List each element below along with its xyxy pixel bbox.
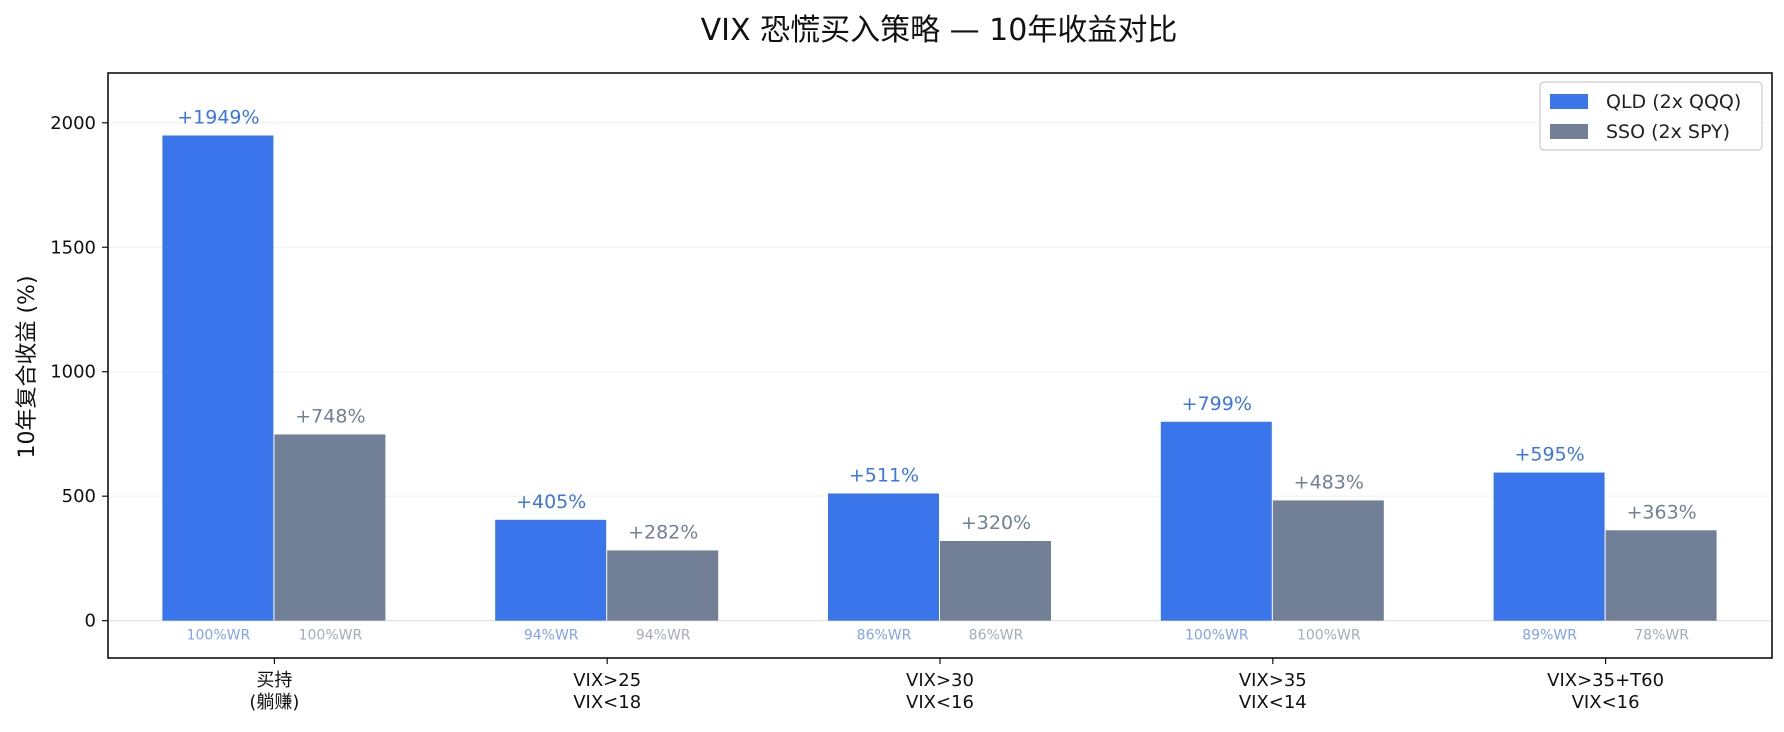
bar-sso xyxy=(1605,530,1717,621)
bar-sso xyxy=(940,541,1051,621)
bar-value-label: +748% xyxy=(295,405,365,427)
y-tick-label: 500 xyxy=(62,486,96,507)
bar-value-label: +282% xyxy=(628,521,698,543)
legend-swatch xyxy=(1550,124,1588,139)
bar-value-label: +799% xyxy=(1182,393,1252,415)
bar-qld xyxy=(828,493,939,621)
bar-qld xyxy=(162,135,274,621)
x-tick-label: VIX<16 xyxy=(1572,692,1640,713)
bar-value-label: +595% xyxy=(1514,444,1584,466)
bar-value-label: +483% xyxy=(1294,471,1364,493)
win-rate-label: 94%WR xyxy=(524,628,579,644)
win-rate-label: 86%WR xyxy=(857,628,912,644)
bar-value-label: +511% xyxy=(849,464,919,486)
win-rate-label: 78%WR xyxy=(1634,628,1689,644)
win-rate-label: 89%WR xyxy=(1522,628,1577,644)
win-rate-label: 100%WR xyxy=(1185,628,1249,644)
bar-value-label: +363% xyxy=(1626,501,1696,523)
y-axis-label: 10年复合收益 (%) xyxy=(15,275,40,458)
y-tick-label: 1500 xyxy=(50,237,96,258)
bar-value-label: +405% xyxy=(516,491,586,513)
x-tick-label: VIX<18 xyxy=(573,692,641,713)
win-rate-label: 100%WR xyxy=(1297,628,1361,644)
legend-box xyxy=(1539,81,1763,151)
bar-qld xyxy=(495,519,607,621)
plot-frame xyxy=(107,72,1773,659)
x-tick-label: VIX>25 xyxy=(573,670,641,691)
bar-sso xyxy=(1272,500,1384,621)
x-tick-label: 买持 xyxy=(256,670,292,691)
bar-value-label: +320% xyxy=(961,512,1031,534)
x-tick-label: VIX<16 xyxy=(906,692,974,713)
x-axis-ticks: 买持(躺赚)VIX>25VIX<18VIX>30VIX<16VIX>35VIX<… xyxy=(249,658,1664,713)
legend-label: SSO (2x SPY) xyxy=(1606,121,1730,143)
y-axis-ticks: 0 500 1000 1500 2000 xyxy=(50,113,108,632)
bar-sso xyxy=(607,550,719,621)
x-tick-label: VIX>30 xyxy=(906,670,974,691)
legend-swatch xyxy=(1550,94,1588,109)
win-rate-label: 86%WR xyxy=(969,628,1024,644)
y-tick-label: 2000 xyxy=(50,113,96,134)
win-rate-label: 94%WR xyxy=(636,628,691,644)
x-tick-label: VIX>35 xyxy=(1239,670,1307,691)
bar-qld xyxy=(1493,472,1605,621)
bar-sso xyxy=(274,434,386,621)
value-labels: +1949% 100%WR +748% 100%WR +405% 94%WR +282% 94… xyxy=(177,106,1696,643)
x-tick-label: VIX<14 xyxy=(1239,692,1307,713)
legend-label: QLD (2x QQQ) xyxy=(1606,91,1741,113)
bars xyxy=(162,135,1717,621)
bar-value-label: +1949% xyxy=(177,106,259,128)
y-tick-label: 1000 xyxy=(50,362,96,383)
chart-title: VIX 恐慌买入策略 — 10年收益对比 xyxy=(701,13,1178,48)
win-rate-label: 100%WR xyxy=(299,628,363,644)
win-rate-label: 100%WR xyxy=(187,628,251,644)
x-tick-label: VIX>35+T60 xyxy=(1547,670,1664,691)
x-tick-label: (躺赚) xyxy=(249,692,299,713)
y-tick-label: 0 xyxy=(85,611,96,632)
bar-qld xyxy=(1160,421,1272,621)
legend: QLD (2x QQQ) SSO (2x SPY) xyxy=(1539,81,1763,151)
